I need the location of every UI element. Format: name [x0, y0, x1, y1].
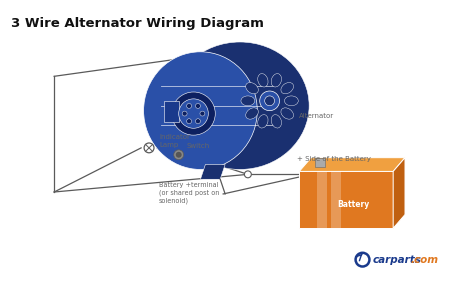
Circle shape	[264, 96, 274, 106]
Circle shape	[245, 171, 251, 178]
Polygon shape	[393, 158, 405, 228]
Ellipse shape	[271, 74, 282, 87]
Text: .com: .com	[411, 255, 439, 265]
Ellipse shape	[271, 115, 282, 128]
Polygon shape	[299, 158, 405, 172]
Ellipse shape	[284, 96, 298, 106]
Ellipse shape	[258, 115, 268, 128]
Polygon shape	[331, 172, 341, 228]
Circle shape	[195, 119, 201, 124]
Circle shape	[179, 99, 209, 128]
Ellipse shape	[171, 42, 309, 170]
FancyBboxPatch shape	[164, 101, 179, 122]
Ellipse shape	[246, 82, 258, 94]
Text: 3 Wire Alternator Wiring Diagram: 3 Wire Alternator Wiring Diagram	[11, 16, 264, 30]
Ellipse shape	[281, 108, 293, 119]
Circle shape	[172, 92, 215, 135]
Circle shape	[174, 150, 183, 160]
Text: Battery: Battery	[337, 200, 370, 209]
Circle shape	[200, 111, 205, 116]
Ellipse shape	[241, 96, 255, 106]
Ellipse shape	[281, 82, 293, 94]
Ellipse shape	[258, 74, 268, 87]
Text: Alternator: Alternator	[299, 112, 334, 118]
Circle shape	[195, 103, 201, 108]
FancyBboxPatch shape	[315, 158, 325, 166]
Text: carparts: carparts	[373, 255, 421, 265]
Ellipse shape	[246, 108, 258, 119]
Text: Switch: Switch	[187, 143, 210, 149]
Text: Battery +terminal
(or shared post on
solenoid): Battery +terminal (or shared post on sol…	[159, 182, 219, 204]
Circle shape	[176, 152, 182, 158]
Circle shape	[260, 91, 280, 111]
Circle shape	[187, 103, 191, 108]
Text: Indicator
Lamp: Indicator Lamp	[159, 134, 190, 148]
Polygon shape	[201, 164, 225, 179]
Circle shape	[187, 119, 191, 124]
Polygon shape	[317, 172, 327, 228]
Text: + Side of the Battery: + Side of the Battery	[297, 156, 371, 162]
FancyBboxPatch shape	[299, 172, 393, 228]
Circle shape	[182, 111, 187, 116]
Ellipse shape	[144, 52, 257, 170]
